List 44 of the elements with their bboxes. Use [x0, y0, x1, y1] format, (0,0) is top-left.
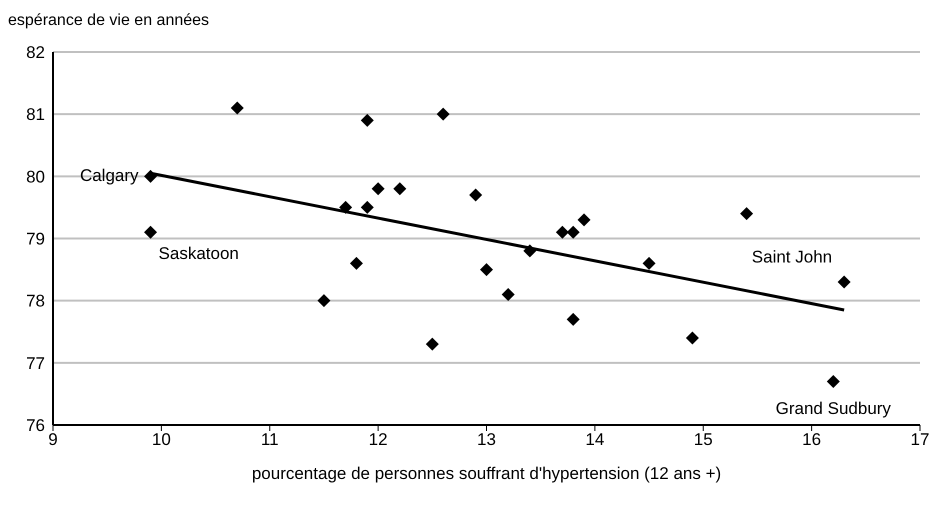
point [566, 312, 580, 326]
point [144, 226, 158, 239]
x-tick-label: 16 [802, 430, 822, 450]
point [480, 263, 493, 276]
x-tick-label: 13 [477, 430, 496, 450]
point [372, 182, 385, 196]
x-tick-label: 11 [260, 430, 279, 450]
x-tick-label: 17 [910, 430, 930, 450]
point [502, 288, 515, 301]
y-tick-label: 77 [26, 354, 45, 373]
point [740, 207, 754, 220]
point [838, 276, 851, 289]
y-tick-label: 81 [26, 105, 45, 124]
point [426, 338, 439, 351]
y-axis-title: espérance de vie en années [8, 12, 210, 30]
point [826, 374, 840, 388]
x-tick-label: 12 [368, 430, 388, 450]
x-tick-label: 9 [48, 430, 58, 450]
point [317, 294, 330, 308]
x-tick-label: 14 [585, 430, 604, 450]
x-tick-label: 15 [694, 430, 713, 450]
point [350, 256, 363, 270]
annotation: Calgary [80, 166, 140, 185]
point [642, 256, 656, 270]
point [393, 182, 406, 196]
annotation: Saskatoon [158, 244, 239, 263]
y-tick-label: 82 [26, 43, 45, 62]
x-axis-title: pourcentage de personnes souffrant d'hypertension (12 ans +) [252, 464, 722, 483]
annotation: Grand Sudbury [776, 398, 892, 418]
annotation: Saint John [752, 248, 832, 266]
point [566, 226, 580, 239]
y-tick-label: 80 [26, 167, 45, 186]
point [436, 108, 450, 121]
point [578, 213, 591, 226]
point [556, 226, 569, 239]
point [469, 188, 482, 202]
y-tick-label: 76 [26, 416, 45, 436]
point [360, 200, 374, 214]
x-tick-label: 10 [152, 430, 171, 450]
point [230, 101, 244, 114]
y-tick-label: 79 [26, 230, 45, 249]
point [686, 331, 699, 344]
point [360, 114, 374, 127]
y-tick-label: 78 [26, 292, 45, 311]
